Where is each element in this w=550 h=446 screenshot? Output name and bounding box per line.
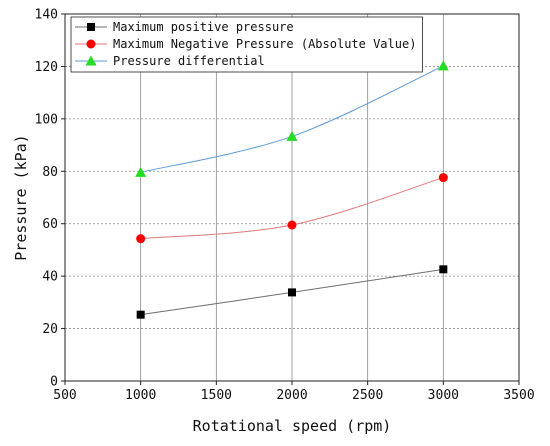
y-axis-label: Pressure (kPa) bbox=[12, 134, 30, 260]
legend-label: Maximum positive pressure bbox=[113, 20, 294, 34]
series-triangle bbox=[135, 60, 449, 177]
legend-label: Pressure differential bbox=[113, 54, 265, 68]
x-axis-label: Rotational speed (rpm) bbox=[193, 417, 392, 435]
legend-item: Pressure differential bbox=[75, 54, 265, 68]
data-point bbox=[437, 60, 449, 71]
y-tick-label: 20 bbox=[42, 322, 58, 337]
x-tick-label: 1500 bbox=[201, 388, 232, 403]
x-tick-label: 2500 bbox=[352, 388, 383, 403]
y-tick-label: 80 bbox=[42, 165, 58, 180]
legend-item: Maximum positive pressure bbox=[75, 20, 294, 34]
y-tick-label: 60 bbox=[42, 217, 58, 232]
data-point bbox=[136, 234, 146, 244]
legend-marker bbox=[87, 23, 95, 31]
x-tick-label: 1000 bbox=[125, 388, 156, 403]
y-tick-label: 0 bbox=[50, 375, 58, 390]
x-tick-label: 3500 bbox=[503, 388, 534, 403]
legend-box bbox=[70, 16, 423, 73]
series-square bbox=[136, 265, 448, 319]
x-tick-label: 500 bbox=[53, 388, 76, 403]
grid-lines bbox=[65, 14, 519, 381]
data-point bbox=[439, 265, 448, 274]
y-tick-label: 140 bbox=[35, 8, 58, 23]
x-tick-label: 3000 bbox=[428, 388, 459, 403]
data-point bbox=[286, 130, 298, 141]
data-point bbox=[136, 310, 145, 319]
legend-label: Maximum Negative Pressure (Absolute Valu… bbox=[113, 37, 416, 51]
series-group bbox=[135, 60, 449, 319]
y-tick-label: 40 bbox=[42, 270, 58, 285]
y-tick-label: 120 bbox=[35, 60, 58, 75]
x-tick-label: 2000 bbox=[276, 388, 307, 403]
data-point bbox=[287, 220, 297, 230]
legend: Maximum positive pressure Maximum Negativ… bbox=[70, 16, 423, 73]
legend-marker bbox=[86, 39, 96, 49]
data-point bbox=[288, 288, 296, 297]
legend-marker bbox=[85, 55, 97, 66]
legend-item: Maximum Negative Pressure (Absolute Valu… bbox=[75, 37, 416, 51]
data-point bbox=[135, 166, 147, 177]
series-circle bbox=[136, 173, 448, 244]
axis-ticks: 500 1000 1500 2000 2500 3000 3500 0 20 40 60 80 100 1… bbox=[35, 8, 535, 404]
data-point bbox=[438, 173, 448, 183]
y-tick-label: 100 bbox=[35, 112, 58, 127]
